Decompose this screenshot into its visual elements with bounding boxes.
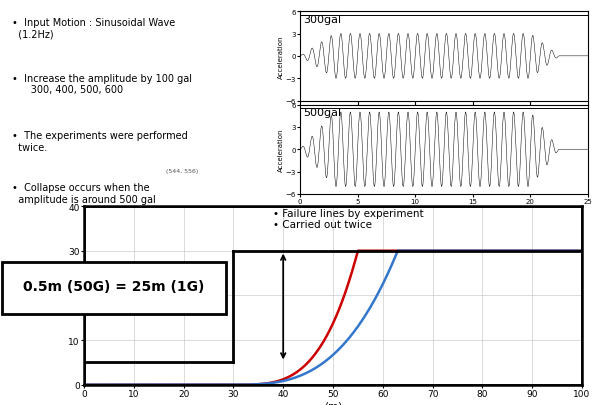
FancyBboxPatch shape bbox=[2, 262, 226, 314]
Text: • Failure lines by experiment
• Carried out twice: • Failure lines by experiment • Carried … bbox=[273, 208, 424, 230]
Y-axis label: Acceleration: Acceleration bbox=[278, 35, 284, 79]
X-axis label: (m): (m) bbox=[324, 401, 342, 405]
X-axis label: time (sec.): time (sec.) bbox=[421, 206, 467, 215]
Text: (544, 556): (544, 556) bbox=[166, 169, 199, 174]
Text: 500gal: 500gal bbox=[303, 108, 341, 118]
Text: •  Increase the amplitude by 100 gal
      300, 400, 500, 600: • Increase the amplitude by 100 gal 300,… bbox=[11, 74, 191, 95]
Text: 0.5m (50G) = 25m (1G): 0.5m (50G) = 25m (1G) bbox=[23, 279, 205, 293]
Text: •  The experiments were performed
  twice.: • The experiments were performed twice. bbox=[11, 131, 187, 153]
Y-axis label: Acceleration: Acceleration bbox=[278, 128, 284, 172]
Text: 300gal: 300gal bbox=[303, 15, 341, 25]
Text: •  Input Motion : Sinusoidal Wave
  (1.2Hz): • Input Motion : Sinusoidal Wave (1.2Hz) bbox=[11, 18, 175, 40]
Text: •  Collapse occurs when the
  amplitude is around 500 gal: • Collapse occurs when the amplitude is … bbox=[11, 183, 155, 204]
